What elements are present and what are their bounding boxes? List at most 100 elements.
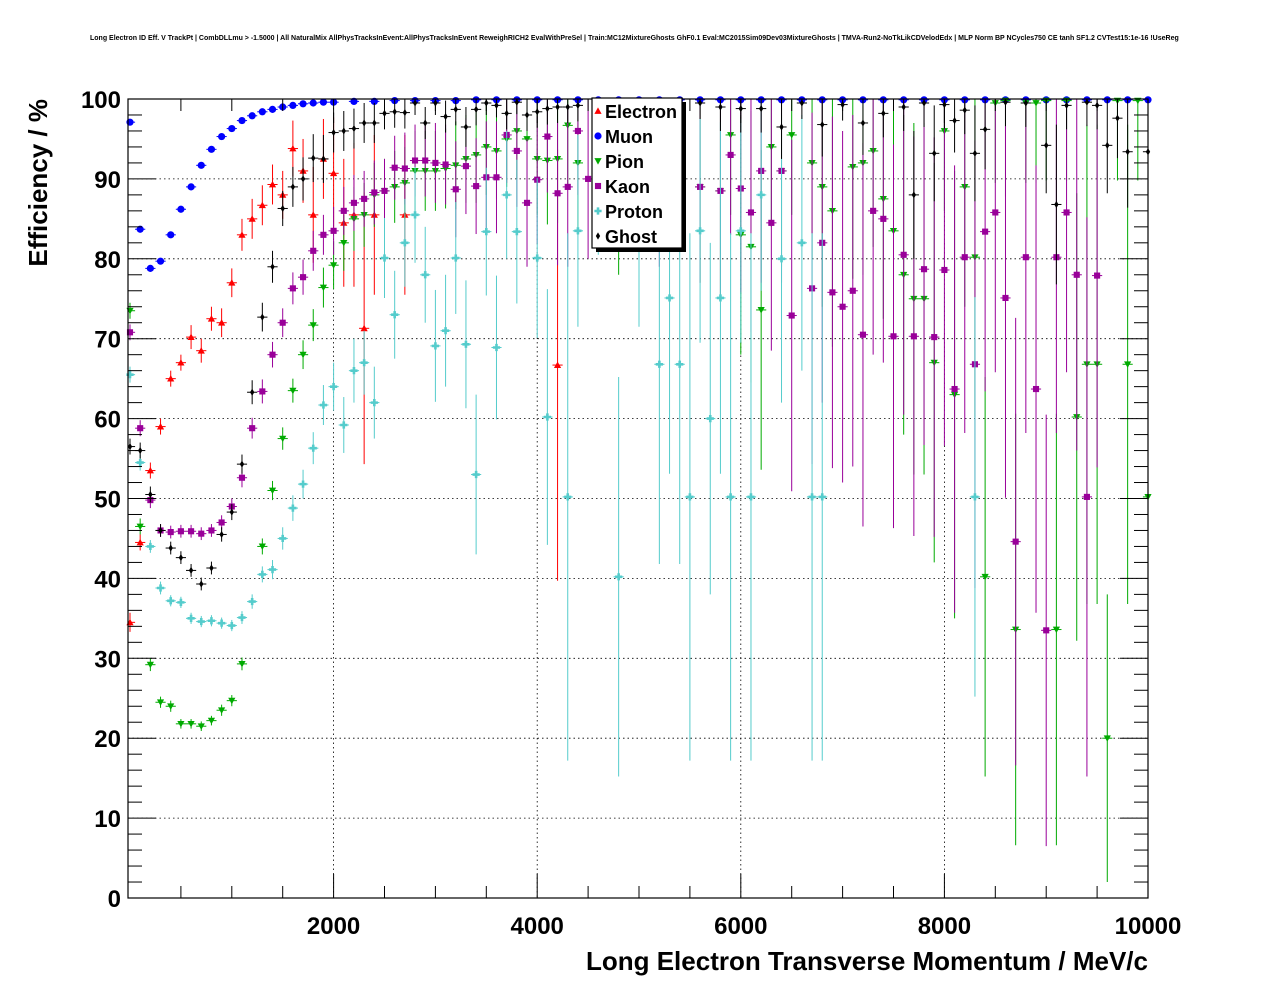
data-point	[757, 307, 765, 314]
data-point	[504, 109, 509, 117]
data-point	[136, 225, 144, 233]
data-point	[167, 231, 175, 239]
data-point	[310, 247, 317, 254]
legend: Electron Muon Pion Kaon Proton Ghost	[591, 97, 686, 252]
data-point	[554, 190, 561, 197]
data-point	[197, 161, 205, 169]
data-point	[167, 597, 175, 605]
data-point	[859, 331, 867, 338]
data-point	[452, 186, 459, 193]
data-point	[422, 157, 429, 164]
legend-entry-proton: Proton	[605, 202, 663, 222]
data-point	[839, 303, 846, 310]
data-point	[381, 187, 388, 194]
data-point	[697, 99, 703, 107]
data-point	[207, 315, 216, 322]
data-point	[228, 124, 236, 133]
data-point	[330, 262, 338, 269]
data-point	[962, 106, 967, 114]
data-point	[311, 154, 316, 162]
data-point	[472, 470, 480, 479]
data-point	[443, 112, 448, 121]
data-point	[931, 334, 938, 341]
data-point	[238, 661, 246, 668]
data-point	[250, 388, 255, 396]
tick-labels: 0 10 20 30 40 50 60 70 80 90 100 2000 4000 6000 8000 10…	[81, 87, 1181, 940]
legend-marker	[594, 207, 602, 215]
data-point	[1022, 254, 1029, 261]
data-point	[198, 530, 205, 537]
data-point	[197, 617, 205, 626]
data-point	[482, 228, 490, 236]
data-point	[300, 175, 306, 183]
x-tick-label: 8000	[918, 913, 971, 940]
data-point	[910, 333, 917, 340]
data-point	[229, 508, 234, 516]
data-point	[1063, 209, 1070, 216]
data-point	[187, 614, 195, 622]
data-point	[545, 104, 550, 113]
x-tick-label: 2000	[307, 913, 360, 940]
data-point	[218, 619, 226, 627]
data-point	[218, 319, 226, 326]
data-point	[382, 109, 387, 117]
data-point	[269, 351, 276, 358]
data-point	[493, 174, 500, 181]
data-point	[289, 387, 297, 395]
data-point	[146, 542, 154, 551]
data-point	[473, 105, 479, 113]
data-point	[360, 359, 368, 367]
legend-entry-muon: Muon	[605, 127, 653, 147]
data-point	[412, 99, 418, 107]
data-point	[982, 125, 988, 133]
data-point	[188, 528, 195, 535]
data-point	[177, 598, 185, 606]
data-point	[686, 493, 694, 501]
data-point	[411, 211, 419, 219]
data-point	[156, 584, 165, 592]
data-point	[860, 119, 866, 127]
data-point	[1032, 100, 1040, 107]
data-point	[268, 487, 277, 495]
data-point	[665, 294, 674, 302]
y-tick-label: 0	[108, 886, 121, 913]
data-point	[238, 613, 246, 622]
data-point	[401, 239, 409, 247]
data-point	[331, 128, 336, 137]
data-point	[330, 383, 338, 391]
data-point	[299, 480, 307, 488]
data-point	[818, 493, 826, 501]
data-point	[1012, 538, 1019, 545]
y-tick-label: 20	[94, 726, 121, 753]
data-point	[655, 360, 663, 368]
data-point	[280, 204, 285, 213]
data-point	[148, 490, 153, 499]
data-point	[177, 359, 185, 366]
y-tick-label: 10	[94, 806, 121, 833]
data-point	[575, 101, 581, 109]
data-point	[1032, 385, 1040, 393]
data-point	[371, 189, 378, 196]
data-point	[921, 99, 927, 107]
data-point	[127, 442, 133, 451]
data-point	[820, 120, 825, 129]
data-point	[1105, 141, 1110, 149]
data-point	[932, 149, 937, 157]
data-point	[167, 375, 175, 382]
data-point	[849, 287, 856, 294]
y-tick-label: 50	[94, 487, 121, 514]
legend-marker	[594, 132, 602, 140]
data-point	[870, 207, 877, 214]
data-point	[880, 215, 887, 222]
data-point	[218, 519, 225, 526]
data-point	[431, 342, 439, 350]
y-tick-label: 90	[94, 167, 121, 194]
data-point	[258, 543, 266, 551]
data-point	[289, 101, 297, 109]
data-point	[340, 207, 347, 214]
data-point	[167, 528, 174, 536]
data-point	[462, 163, 469, 170]
data-point	[808, 493, 816, 501]
data-point	[187, 333, 195, 340]
